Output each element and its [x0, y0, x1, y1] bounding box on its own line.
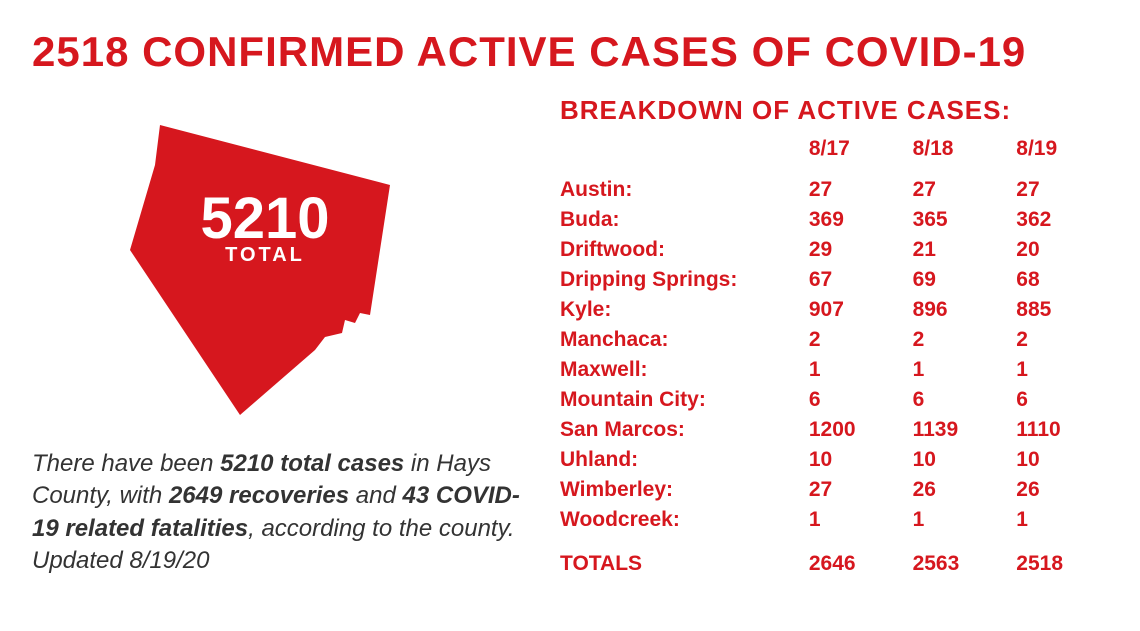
- row-name: Dripping Springs:: [560, 265, 809, 295]
- row-name: Wimberley:: [560, 475, 809, 505]
- summary-b2: 2649 recoveries: [169, 482, 349, 509]
- row-value: 67: [809, 265, 913, 295]
- row-value: 29: [809, 235, 913, 265]
- row-value: 6: [913, 385, 1017, 415]
- total-number: 5210: [155, 190, 375, 248]
- date-col-0: 8/17: [809, 134, 913, 175]
- table-row: Buda:369365362: [560, 205, 1120, 235]
- row-value: 1139: [913, 415, 1017, 445]
- row-value: 10: [913, 445, 1017, 475]
- county-fill: [130, 125, 390, 415]
- date-col-1: 8/18: [913, 134, 1017, 175]
- breakdown-title: BREAKDOWN OF ACTIVE CASES:: [560, 95, 1120, 126]
- row-value: 362: [1016, 205, 1120, 235]
- table-row: Uhland:101010: [560, 445, 1120, 475]
- total-label: TOTAL: [155, 244, 375, 267]
- table-row: Maxwell:111: [560, 355, 1120, 385]
- row-value: 1: [1016, 505, 1120, 535]
- row-name: Austin:: [560, 175, 809, 205]
- summary-mid2: and: [349, 482, 402, 509]
- row-value: 20: [1016, 235, 1120, 265]
- totals-row: TOTALS264625632518: [560, 549, 1120, 579]
- summary-b1: 5210 total cases: [220, 450, 404, 477]
- row-value: 69: [913, 265, 1017, 295]
- row-value: 369: [809, 205, 913, 235]
- table-row: Woodcreek:111: [560, 505, 1120, 535]
- row-value: 26: [1016, 475, 1120, 505]
- row-value: 21: [913, 235, 1017, 265]
- summary-text: There have been 5210 total cases in Hays…: [32, 448, 532, 578]
- row-value: 896: [913, 295, 1017, 325]
- row-value: 1: [809, 355, 913, 385]
- date-col-2: 8/19: [1016, 134, 1120, 175]
- table-row: Wimberley:272626: [560, 475, 1120, 505]
- county-shape: [110, 115, 430, 425]
- row-name: Kyle:: [560, 295, 809, 325]
- row-name: Driftwood:: [560, 235, 809, 265]
- row-value: 6: [809, 385, 913, 415]
- map-overlay: 5210 TOTAL: [155, 190, 375, 267]
- table-row: Mountain City:666: [560, 385, 1120, 415]
- row-value: 2: [1016, 325, 1120, 355]
- row-value: 27: [809, 475, 913, 505]
- cases-table: 8/17 8/18 8/19 Austin:272727Buda:3693653…: [560, 134, 1120, 579]
- row-value: 1: [913, 355, 1017, 385]
- row-value: 1: [809, 505, 913, 535]
- table-row: Manchaca:222: [560, 325, 1120, 355]
- table-row: Austin:272727: [560, 175, 1120, 205]
- row-value: 68: [1016, 265, 1120, 295]
- row-name: Woodcreek:: [560, 505, 809, 535]
- row-name: Mountain City:: [560, 385, 809, 415]
- row-name: Uhland:: [560, 445, 809, 475]
- table-row: Driftwood:292120: [560, 235, 1120, 265]
- table-row: Kyle:907896885: [560, 295, 1120, 325]
- row-value: 27: [913, 175, 1017, 205]
- row-value: 365: [913, 205, 1017, 235]
- totals-value: 2563: [913, 549, 1017, 579]
- table-header-row: 8/17 8/18 8/19: [560, 134, 1120, 175]
- summary-pre: There have been: [32, 450, 220, 477]
- totals-value: 2646: [809, 549, 913, 579]
- totals-value: 2518: [1016, 549, 1120, 579]
- row-value: 27: [1016, 175, 1120, 205]
- row-value: 10: [809, 445, 913, 475]
- row-value: 1110: [1016, 415, 1120, 445]
- row-value: 2: [913, 325, 1017, 355]
- row-value: 1200: [809, 415, 913, 445]
- row-value: 27: [809, 175, 913, 205]
- row-value: 6: [1016, 385, 1120, 415]
- row-value: 10: [1016, 445, 1120, 475]
- row-value: 2: [809, 325, 913, 355]
- row-value: 907: [809, 295, 913, 325]
- breakdown-panel: BREAKDOWN OF ACTIVE CASES: 8/17 8/18 8/1…: [560, 95, 1120, 579]
- row-value: 1: [913, 505, 1017, 535]
- row-value: 885: [1016, 295, 1120, 325]
- row-name: Manchaca:: [560, 325, 809, 355]
- row-name: San Marcos:: [560, 415, 809, 445]
- row-name: Maxwell:: [560, 355, 809, 385]
- row-value: 26: [913, 475, 1017, 505]
- page-title: 2518 CONFIRMED ACTIVE CASES OF COVID-19: [32, 28, 1108, 76]
- table-row: San Marcos:120011391110: [560, 415, 1120, 445]
- row-name: Buda:: [560, 205, 809, 235]
- table-row: Dripping Springs:676968: [560, 265, 1120, 295]
- totals-label: TOTALS: [560, 549, 809, 579]
- row-value: 1: [1016, 355, 1120, 385]
